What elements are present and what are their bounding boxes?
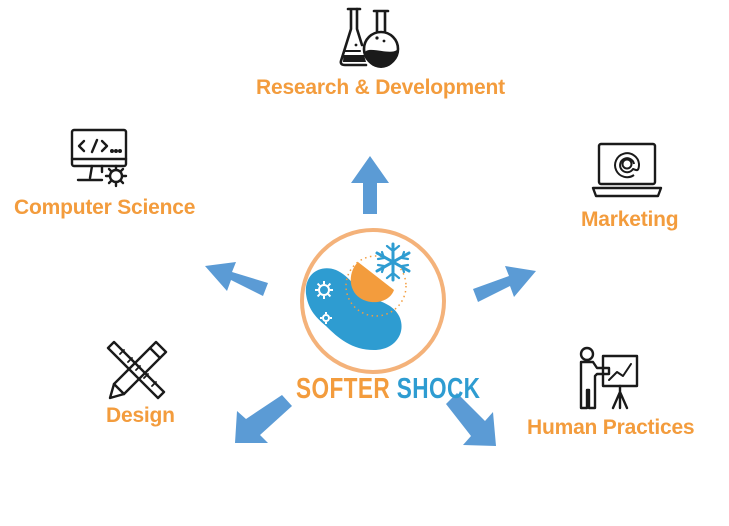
label-design: Design: [106, 404, 175, 427]
logo-word-softer: SOFTER: [296, 373, 391, 405]
label-human-practices: Human Practices: [527, 416, 695, 439]
arrow-upper-left: [205, 262, 268, 296]
arrow-upper-right: [473, 266, 536, 302]
softer-shock-logo: [300, 228, 446, 374]
label-research: Research & Development: [256, 76, 505, 99]
snowflake-icon: [375, 242, 411, 282]
arrow-lower-right: [446, 393, 496, 446]
logo-sun: [350, 262, 394, 303]
flasks-icon: [339, 7, 400, 68]
presenter-board-icon: [579, 346, 639, 410]
arrow-lower-left: [235, 395, 292, 443]
computer-code-icon: [70, 128, 128, 188]
label-computer-science: Computer Science: [14, 196, 196, 219]
label-marketing: Marketing: [581, 208, 679, 231]
logo-word-shock: SHOCK: [396, 373, 481, 405]
logo-wordmark: SOFTER SHOCK: [296, 373, 480, 406]
logo-gear-icon: [315, 281, 333, 324]
arrow-up: [351, 156, 389, 214]
laptop-at-icon: [591, 142, 663, 198]
pencil-ruler-icon: [106, 340, 168, 400]
